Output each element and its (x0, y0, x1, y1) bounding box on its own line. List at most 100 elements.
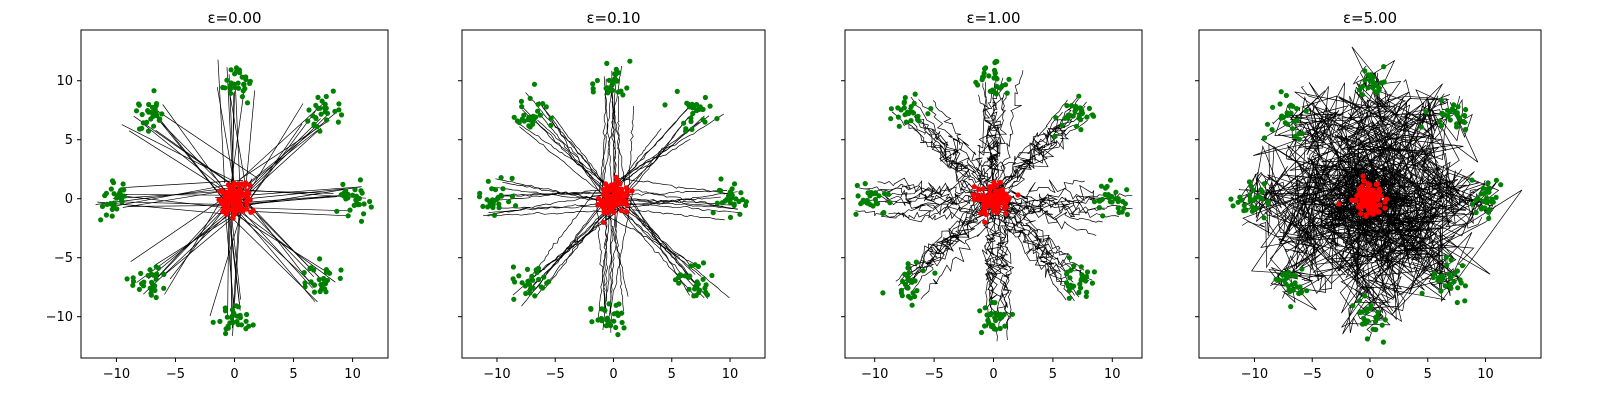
source-point (611, 209, 617, 215)
target-point (709, 272, 715, 279)
trajectory-line (612, 68, 616, 198)
source-point (971, 196, 978, 202)
target-point (1484, 195, 1490, 201)
source-point (987, 202, 993, 208)
trajectory-line (483, 192, 616, 217)
target-point (1473, 209, 1479, 216)
trajectory-line (1005, 198, 1075, 302)
trajectory-line (1005, 184, 1133, 202)
target-point (145, 272, 151, 279)
target-point (1284, 121, 1290, 127)
target-point (862, 181, 868, 187)
trajectory-line (621, 196, 699, 287)
target-point (1287, 103, 1293, 109)
target-point (530, 277, 536, 283)
source-point (224, 196, 230, 202)
target-point (301, 270, 307, 276)
target-point (332, 108, 338, 114)
target-point (909, 302, 915, 308)
target-point (905, 277, 911, 283)
trajectory-line (617, 96, 621, 179)
source-point (976, 186, 982, 192)
target-point (880, 290, 886, 296)
x-tick-label: 0 (989, 367, 997, 382)
target-point (1284, 112, 1290, 118)
target-point (1072, 108, 1078, 114)
target-point (729, 195, 735, 201)
target-point (620, 92, 626, 98)
target-point (685, 274, 692, 280)
source-point (1358, 211, 1364, 217)
trajectory-line (612, 128, 662, 192)
target-point (1096, 205, 1102, 211)
source-point (223, 211, 230, 217)
target-point (1498, 182, 1504, 188)
target-point (311, 282, 318, 288)
target-point (1228, 196, 1234, 202)
target-point (228, 67, 234, 73)
source-point (611, 189, 617, 195)
target-point (914, 288, 920, 294)
trajectory-line (987, 203, 1119, 219)
target-point (1292, 133, 1298, 140)
target-point (1430, 274, 1436, 281)
target-point (1463, 107, 1469, 113)
trajectory-line (1341, 202, 1453, 284)
target-point (528, 286, 534, 292)
target-point (235, 304, 241, 310)
target-point (139, 125, 145, 131)
plot-area (476, 58, 750, 338)
trajectory-line (976, 81, 991, 216)
target-point (1096, 198, 1102, 204)
trajectory-line (130, 190, 235, 262)
target-point (908, 104, 914, 110)
target-points (476, 58, 750, 338)
target-points (853, 58, 1130, 336)
target-point (1089, 280, 1095, 286)
target-point (716, 187, 723, 193)
target-point (1454, 124, 1460, 130)
target-point (151, 123, 157, 129)
target-point (1091, 269, 1097, 275)
target-point (489, 203, 495, 209)
target-point (1276, 277, 1282, 283)
target-point (136, 286, 142, 292)
target-point (228, 315, 235, 321)
target-point (1382, 317, 1388, 323)
target-point (104, 201, 110, 207)
target-point (905, 265, 911, 271)
target-point (615, 89, 621, 95)
target-point (250, 322, 256, 328)
target-point (1098, 183, 1104, 189)
source-point (629, 188, 635, 194)
target-point (148, 290, 154, 296)
source-points (970, 179, 1021, 225)
target-point (1254, 205, 1260, 211)
target-point (234, 319, 240, 325)
trajectory-line (125, 194, 238, 196)
target-point (1419, 290, 1425, 296)
target-point (1362, 293, 1368, 299)
target-point (146, 101, 152, 108)
target-point (525, 278, 531, 284)
target-point (525, 116, 531, 123)
trajectory-line (900, 197, 990, 280)
source-point (1003, 210, 1009, 216)
target-point (1448, 257, 1454, 263)
target-point (1298, 290, 1304, 296)
source-point (1000, 193, 1006, 199)
target-point (908, 118, 914, 124)
target-point (1115, 205, 1121, 211)
target-point (615, 332, 621, 338)
target-point (353, 198, 359, 204)
target-point (485, 204, 491, 210)
source-point (1357, 193, 1363, 199)
target-point (1362, 77, 1368, 83)
trajectory-line (990, 199, 1067, 301)
source-point (1000, 197, 1006, 203)
target-point (1083, 293, 1089, 299)
target-point (516, 273, 522, 279)
target-point (985, 317, 991, 323)
target-point (498, 192, 504, 198)
target-point (156, 117, 162, 123)
